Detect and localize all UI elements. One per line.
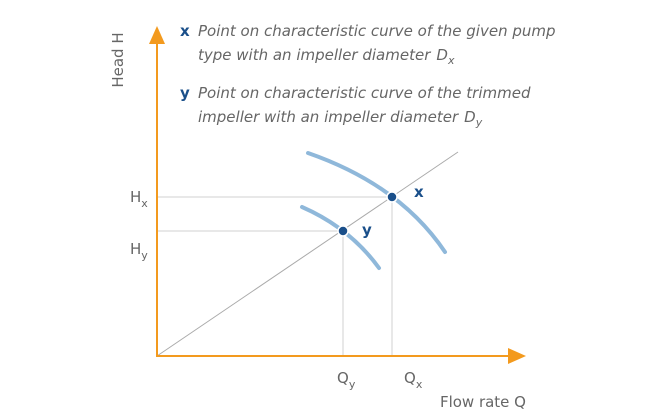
tick-sub: x <box>416 378 423 391</box>
legend-text: impeller with an impeller diameter <box>198 108 459 126</box>
tick-var: H <box>130 188 141 206</box>
tick-label: Hy <box>130 240 148 262</box>
y-axis-label: Head H <box>109 32 127 87</box>
legend-sub: x <box>447 54 455 67</box>
legend-var: D <box>436 46 448 64</box>
legend-symbol: x <box>180 22 190 40</box>
curve-x <box>306 151 447 254</box>
x-arrow <box>508 348 526 364</box>
tick-label: Hx <box>130 188 148 210</box>
tick-var: Q <box>404 369 416 387</box>
tick-sub: y <box>349 378 356 391</box>
tick-sub: y <box>141 249 148 262</box>
legend-line: Point on characteristic curve of the tri… <box>198 84 531 102</box>
legend-var: D <box>464 108 476 126</box>
tick-label: Qy <box>337 369 356 391</box>
point-label: x <box>414 183 424 201</box>
legend-line: impeller with an impeller diameter Dy <box>198 108 483 129</box>
legend-symbol: y <box>180 84 190 102</box>
legend-sub: y <box>475 116 483 129</box>
tick-label: Qx <box>404 369 423 391</box>
y-arrow <box>149 26 165 44</box>
legend-text: type with an impeller diameter <box>198 46 431 64</box>
tick-sub: x <box>141 197 148 210</box>
point-label: y <box>362 221 372 239</box>
point-x <box>386 191 398 203</box>
guides <box>157 196 393 356</box>
legend-line: Point on characteristic curve of the giv… <box>198 22 556 40</box>
legend-line: type with an impeller diameter Dx <box>198 46 455 67</box>
tick-var: Q <box>337 369 349 387</box>
x-axis-label: Flow rate Q <box>440 393 526 411</box>
point-y <box>337 225 349 237</box>
tick-var: H <box>130 240 141 258</box>
diagonal <box>156 151 459 357</box>
